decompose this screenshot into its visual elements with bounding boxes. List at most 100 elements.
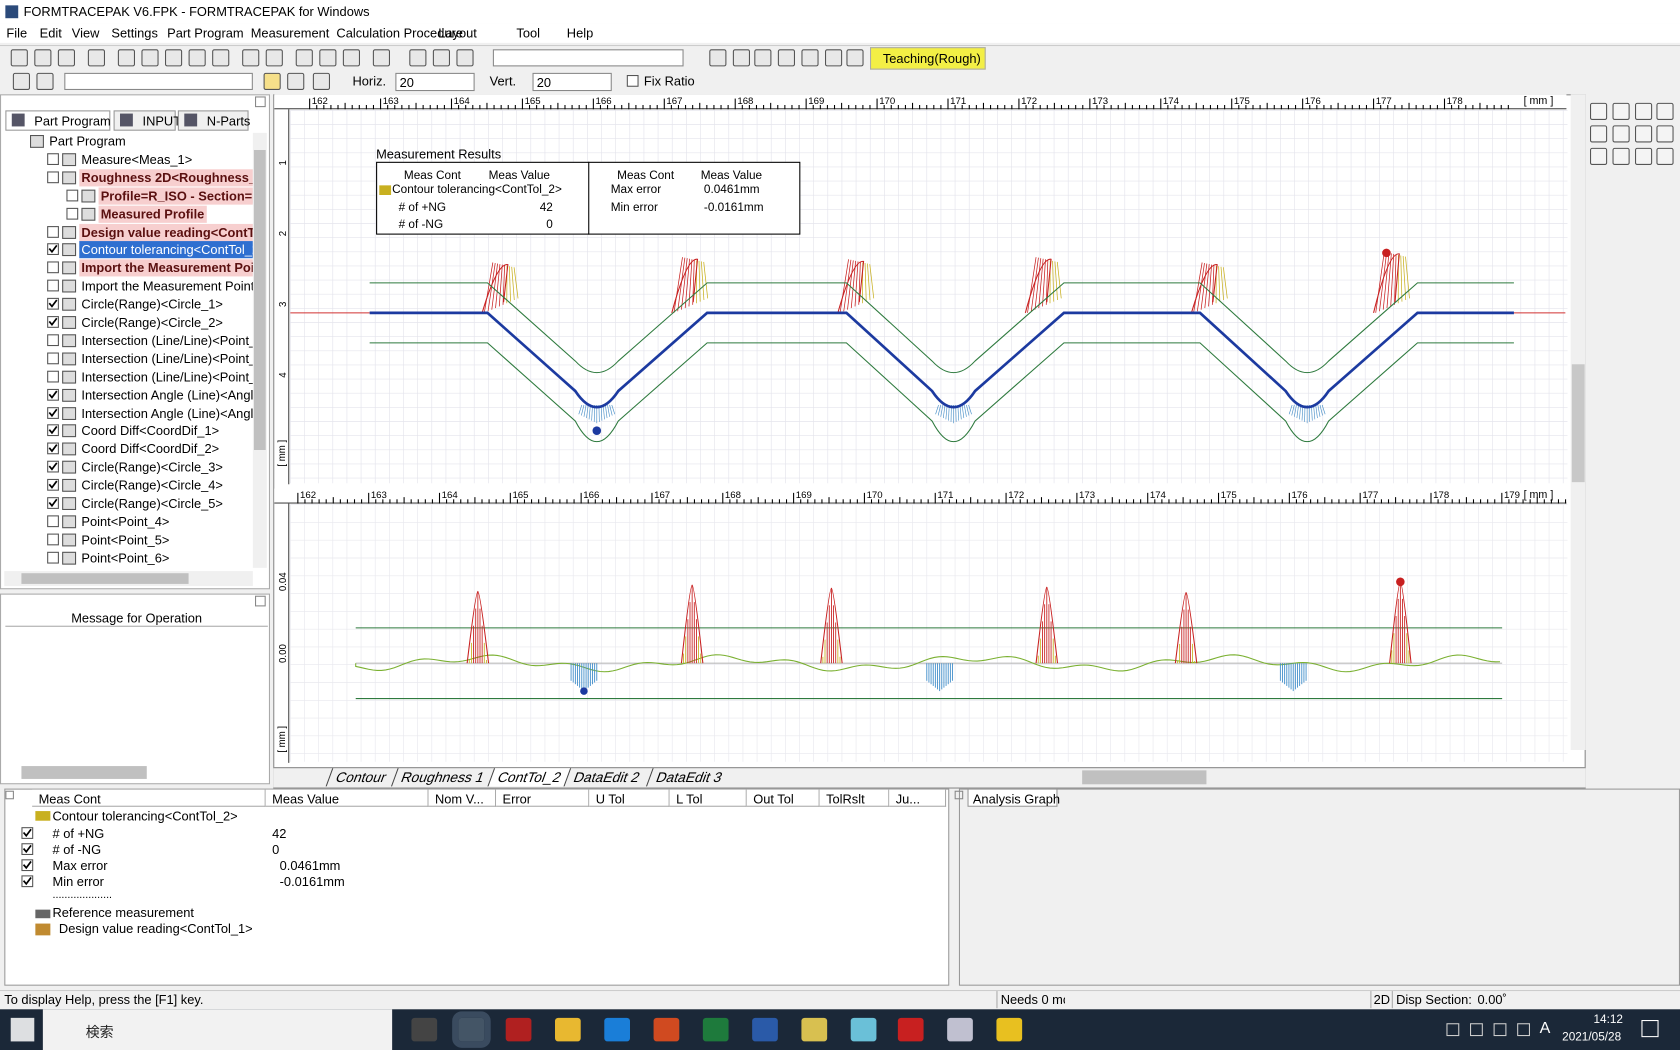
- toolbar-icon[interactable]: [295, 49, 313, 67]
- toolbar-icon[interactable]: [10, 49, 28, 67]
- taskbar-app[interactable]: [850, 1017, 877, 1042]
- toolbar-icon[interactable]: [846, 49, 864, 67]
- toolbar-icon[interactable]: [242, 49, 260, 67]
- panel-tab[interactable]: Part Program: [5, 110, 111, 131]
- toolbar-icon[interactable]: [57, 49, 76, 67]
- toolbar-icon[interactable]: [801, 49, 819, 67]
- toolbar-icon[interactable]: [825, 49, 843, 67]
- toolbar-icon[interactable]: [1612, 147, 1630, 166]
- toolbar-icon[interactable]: [36, 72, 54, 91]
- toolbar-icon[interactable]: [265, 49, 283, 67]
- table-header[interactable]: Ju...: [889, 789, 947, 807]
- taskbar-app[interactable]: [947, 1017, 973, 1042]
- toolbar-icon[interactable]: [319, 49, 337, 67]
- toolbar-icon[interactable]: [117, 49, 136, 67]
- tree-item[interactable]: Measured Profile: [98, 205, 207, 223]
- tree-item[interactable]: Contour tolerancing<ContTol_2>: [79, 241, 253, 259]
- menu-item[interactable]: Edit: [39, 25, 62, 41]
- table-header[interactable]: Out Tol: [746, 789, 820, 807]
- checkbox[interactable]: [47, 225, 59, 238]
- checkbox[interactable]: [47, 479, 59, 491]
- menu-item[interactable]: Layout: [438, 25, 477, 41]
- checkbox[interactable]: [66, 207, 79, 220]
- tree-item[interactable]: Measure<Meas_1>: [81, 152, 193, 168]
- tree-item[interactable]: Circle(Range)<Circle_1>: [81, 296, 223, 312]
- tree-item[interactable]: Intersection Angle (Line)<Angle_: [81, 405, 253, 421]
- taskbar-app[interactable]: [411, 1017, 438, 1042]
- toolbar-icon[interactable]: [1656, 102, 1674, 121]
- toolbar-icon[interactable]: [263, 72, 281, 91]
- checkbox[interactable]: [47, 442, 59, 455]
- toolbar-icon[interactable]: [456, 49, 474, 67]
- toolbar-icon[interactable]: [732, 49, 751, 67]
- menu-item[interactable]: File: [6, 25, 28, 41]
- panel-close[interactable]: [255, 96, 266, 108]
- checkbox[interactable]: [47, 316, 59, 328]
- toolbar-icon[interactable]: [1656, 125, 1674, 143]
- combo-box[interactable]: [492, 49, 684, 67]
- taskbar-app[interactable]: [555, 1017, 581, 1042]
- checkbox[interactable]: [47, 352, 59, 365]
- checkbox[interactable]: [47, 153, 59, 165]
- table-header[interactable]: Meas Value: [265, 789, 429, 807]
- checkbox[interactable]: [66, 189, 79, 202]
- tree-item[interactable]: Point<Point_5>: [81, 532, 170, 548]
- start-button[interactable]: [10, 1017, 35, 1042]
- tree-item[interactable]: Import the Measurement Points<: [81, 278, 253, 294]
- taskbar-app[interactable]: [897, 1017, 924, 1042]
- checkbox[interactable]: [47, 370, 59, 383]
- graph-tab[interactable]: Contour: [325, 768, 396, 787]
- toolbar-icon[interactable]: [709, 49, 727, 67]
- toolbar-icon[interactable]: [409, 49, 427, 67]
- tree-item[interactable]: Point<Point_6>: [81, 550, 170, 566]
- checkbox[interactable]: [47, 424, 59, 437]
- checkbox[interactable]: [626, 75, 639, 87]
- tree-item[interactable]: Intersection (Line/Line)<Point_1: [81, 333, 253, 349]
- table-header[interactable]: L Tol: [669, 789, 747, 807]
- panel-close[interactable]: [5, 790, 14, 800]
- menu-item[interactable]: View: [71, 25, 100, 41]
- tree-item[interactable]: Roughness 2D<Roughness_1>: [79, 169, 253, 187]
- toolbar-icon[interactable]: [372, 49, 391, 67]
- toolbar-icon[interactable]: [34, 49, 52, 67]
- analysis-tab[interactable]: Analysis Graph: [967, 788, 1060, 807]
- taskbar-app[interactable]: [505, 1017, 532, 1042]
- checkbox[interactable]: [21, 843, 34, 856]
- checkbox[interactable]: [47, 406, 59, 419]
- taskbar-app[interactable]: [653, 1017, 680, 1042]
- taskbar-app[interactable]: [752, 1017, 778, 1042]
- tree-item[interactable]: Design value reading<ContTol_1: [79, 223, 253, 241]
- table-header[interactable]: Meas Cont: [32, 789, 266, 807]
- tree-item[interactable]: Intersection (Line/Line)<Point_3: [81, 369, 253, 385]
- graph-tab[interactable]: DataEdit 3: [645, 768, 732, 787]
- horiz-select[interactable]: 20: [395, 72, 475, 92]
- menu-item[interactable]: Help: [566, 25, 594, 41]
- toolbar-icon[interactable]: [141, 49, 159, 67]
- toolbar-icon[interactable]: [188, 49, 206, 67]
- checkbox[interactable]: [47, 297, 59, 310]
- checkbox[interactable]: [21, 875, 34, 888]
- tree-item[interactable]: Part Program: [49, 133, 126, 149]
- table-header[interactable]: Nom V...: [428, 789, 497, 807]
- checkbox[interactable]: [47, 497, 59, 509]
- vert-select[interactable]: 20: [532, 72, 612, 92]
- checkbox[interactable]: [47, 551, 59, 564]
- toolbar-icon[interactable]: [1612, 102, 1630, 121]
- taskbar-app[interactable]: [604, 1017, 631, 1042]
- tree-item[interactable]: Circle(Range)<Circle_3>: [81, 459, 223, 475]
- graph-tab[interactable]: DataEdit 2: [563, 768, 650, 787]
- table-header[interactable]: TolRslt: [819, 789, 890, 807]
- checkbox[interactable]: [47, 261, 59, 274]
- panel-close[interactable]: [954, 790, 964, 800]
- toolbar-icon[interactable]: [1612, 125, 1630, 143]
- menu-item[interactable]: Measurement: [250, 25, 330, 41]
- toolbar-icon[interactable]: [342, 49, 361, 67]
- toolbar-icon[interactable]: [287, 72, 305, 91]
- tree-item[interactable]: Intersection (Line/Line)<Point_2: [81, 351, 253, 367]
- tree-item[interactable]: Circle(Range)<Circle_4>: [81, 477, 223, 493]
- toolbar-icon[interactable]: [777, 49, 796, 67]
- checkbox[interactable]: [47, 388, 59, 401]
- toolbar-icon[interactable]: [87, 49, 106, 67]
- mode-indicator[interactable]: Teaching(Rough): [870, 47, 986, 70]
- tree-item[interactable]: Point<Point_4>: [81, 514, 170, 530]
